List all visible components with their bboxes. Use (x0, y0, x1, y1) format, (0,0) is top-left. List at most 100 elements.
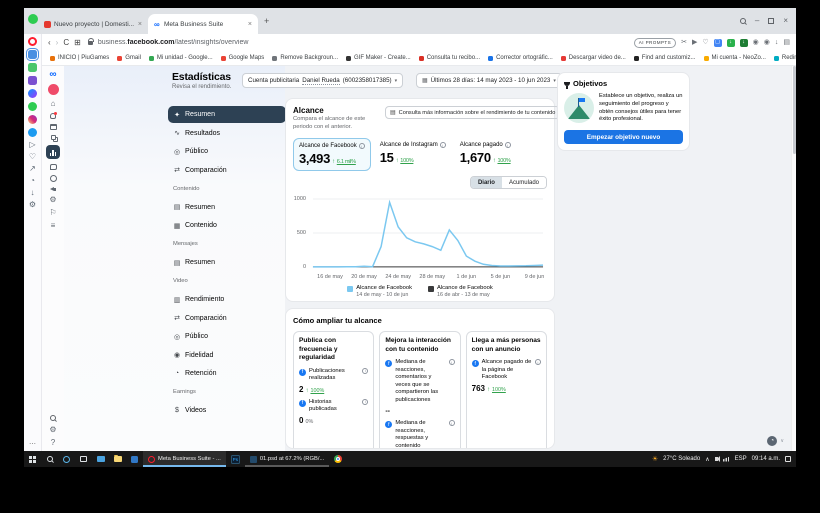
nav-item-video-comparacion[interactable]: ⇄ Comparación (168, 310, 286, 327)
action-center-icon[interactable] (785, 456, 791, 462)
all-tools-menu-icon[interactable]: ≡ (50, 221, 56, 230)
ads-megaphone-icon[interactable] (50, 187, 56, 191)
info-icon[interactable]: i (504, 142, 511, 149)
nav-item-rendimiento[interactable]: ▥ Rendimiento (168, 291, 286, 308)
send-to-device-icon[interactable]: ▶ (691, 39, 698, 46)
new-tab-button[interactable]: + (264, 16, 270, 26)
bookmark-item[interactable]: Corrector ortográfic... (488, 55, 553, 61)
downloads-tray-icon[interactable]: ↓ (774, 39, 779, 46)
messenger-icon[interactable] (28, 89, 37, 98)
nav-item-mensajes-resumen[interactable]: ▤ Resumen (168, 254, 286, 271)
tab-close-icon[interactable]: × (137, 20, 142, 28)
cortana-icon[interactable] (58, 451, 75, 467)
info-icon[interactable]: i (439, 142, 446, 149)
content-stack-icon[interactable] (50, 135, 56, 140)
url-text[interactable]: business.facebook.com/latest/insights/ov… (98, 39, 629, 46)
grow-delta-link[interactable]: 100% (310, 387, 325, 394)
clock-time[interactable]: 09:14 a.m. (751, 456, 780, 462)
info-icon[interactable]: i (534, 359, 541, 366)
bookmark-item[interactable]: Remove Backgroun... (272, 55, 338, 61)
task-view-icon[interactable] (75, 451, 92, 467)
metric-delta-link[interactable]: 100% (497, 158, 511, 165)
grow-card-ads[interactable]: Llega a más personas con un anuncio f Alc… (465, 331, 547, 448)
nav-item-contenido[interactable]: ▦ Contenido (168, 217, 286, 234)
instagram-icon[interactable] (28, 115, 37, 124)
bookmark-item[interactable]: GIF Maker - Create... (346, 55, 411, 61)
reload-icon[interactable]: C (63, 38, 70, 47)
taskbar-photoshop[interactable]: Ps (226, 451, 245, 467)
display-settings-icon[interactable] (92, 451, 109, 467)
rail-settings-gear-icon[interactable]: ⚙ (49, 195, 57, 204)
bookmark-item[interactable]: Consulta tu recibo... (418, 55, 480, 61)
planner-calendar-icon[interactable] (49, 124, 57, 130)
nav-item-resumen[interactable]: ✦ Resumen (168, 106, 286, 123)
bookmark-item[interactable]: Descargar video de... (560, 55, 626, 61)
whatsapp-pinned-icon[interactable] (28, 14, 38, 24)
taskbar-search-icon[interactable] (41, 451, 58, 467)
snapshot-icon[interactable]: ✂ (681, 39, 687, 46)
date-range-dropdown[interactable]: ▦ Últimos 28 días: 14 may 2023 - 10 jun … (416, 73, 562, 88)
info-icon[interactable]: i (358, 143, 365, 150)
bookmark-item[interactable]: Mi unidad - Google... (148, 55, 213, 61)
start-button[interactable] (24, 451, 41, 467)
page-scrollbar[interactable] (791, 66, 796, 451)
adguard-extension-icon[interactable]: ◉ (752, 39, 759, 46)
metric-paid-reach[interactable]: Alcance pagado i 1,670 ↑ 100% (455, 138, 516, 171)
savefrom-extension-icon[interactable]: ↓ (739, 38, 748, 47)
metric-facebook-reach[interactable]: Alcance de Facebook i 3,493 ↑ 6.1 mil% (293, 138, 371, 172)
nav-item-videos[interactable]: $ Videos (168, 402, 286, 419)
monetization-icon[interactable] (49, 175, 57, 182)
info-icon[interactable]: i (448, 420, 455, 427)
toggle-cumulative[interactable]: Acumulado (501, 177, 546, 189)
nav-item-comparacion[interactable]: ⇄ Comparación (168, 162, 286, 179)
inbox-chat-icon[interactable] (49, 164, 57, 170)
info-icon[interactable]: i (362, 398, 369, 405)
twitter-icon[interactable] (28, 128, 37, 137)
taskbar-opera-task[interactable]: Meta Business Suite - ... (143, 451, 226, 467)
toggle-daily[interactable]: Diario (470, 177, 502, 189)
ai-prompts-button[interactable]: AI PROMPTS (633, 37, 677, 48)
content-performance-button[interactable]: ▤ Consulta más información sobre el rend… (385, 106, 561, 119)
send-to-flow-icon[interactable]: ↗ (29, 164, 36, 173)
workspace-3-icon[interactable] (28, 76, 37, 85)
floating-widget[interactable]: ◔ ∨ (767, 436, 784, 446)
mbs-settings-icon[interactable]: ⚙ (49, 425, 57, 434)
sidebar-more-icon[interactable]: ⋯ (29, 441, 36, 448)
nav-item-retencion[interactable]: ◔ Retención (168, 365, 286, 382)
info-icon[interactable]: i (448, 359, 455, 366)
weather-label[interactable]: 27°C Soleado (663, 456, 701, 462)
close-window-button[interactable]: × (783, 16, 788, 25)
metric-instagram-reach[interactable]: Alcance de Instagram i 15 ↑ 100% (375, 138, 451, 171)
meta-logo[interactable]: ∞ (49, 69, 57, 80)
favorites-heart-icon[interactable]: ♡ (28, 152, 37, 161)
sidebar-panels-icon[interactable]: ▤ (783, 39, 790, 46)
insights-bar-chart-icon[interactable] (46, 145, 60, 159)
settings-gear-icon[interactable]: ⚙ (28, 200, 37, 209)
opera-menu-icon[interactable] (28, 37, 37, 46)
workspace-2-icon[interactable] (28, 63, 37, 72)
info-icon[interactable]: i (362, 367, 369, 374)
start-goal-button[interactable]: Empezar objetivo nuevo (564, 130, 683, 145)
grow-card-interaction[interactable]: Mejora la interacción con tu contenido f… (379, 331, 461, 448)
bookmark-item[interactable]: Mi cuenta - NeoZo... (703, 55, 766, 61)
minimize-button[interactable]: – (754, 16, 760, 25)
nav-item-fidelidad[interactable]: ◉ Fidelidad (168, 347, 286, 364)
metric-delta-link[interactable]: 6.1 mil% (336, 159, 356, 166)
tab-close-icon[interactable]: × (247, 20, 252, 28)
forward-icon[interactable]: › (55, 38, 59, 47)
file-explorer-icon[interactable] (109, 451, 126, 467)
mail-app-icon[interactable] (126, 451, 143, 467)
grow-card-publish[interactable]: Publica con frecuencia y regularidad f Pu… (293, 331, 375, 448)
metric-delta-link[interactable]: 100% (400, 158, 414, 165)
network-icon[interactable] (722, 456, 730, 462)
grow-delta-link[interactable]: 100% (492, 386, 506, 393)
player-icon[interactable]: ▷ (29, 140, 36, 149)
notifications-bell-icon[interactable] (50, 112, 57, 119)
search-tabs-icon[interactable] (739, 18, 746, 24)
idm-extension-icon[interactable]: ↓ (726, 38, 735, 47)
tab-other[interactable]: Nuevo proyecto | Domesti... × (38, 14, 148, 34)
nav-item-video-publico[interactable]: ◎ Público (168, 328, 286, 345)
scrollbar-thumb[interactable] (793, 66, 796, 154)
bookmark-item[interactable]: Redimensiona muc... (773, 55, 796, 61)
volume-icon[interactable] (714, 455, 721, 462)
